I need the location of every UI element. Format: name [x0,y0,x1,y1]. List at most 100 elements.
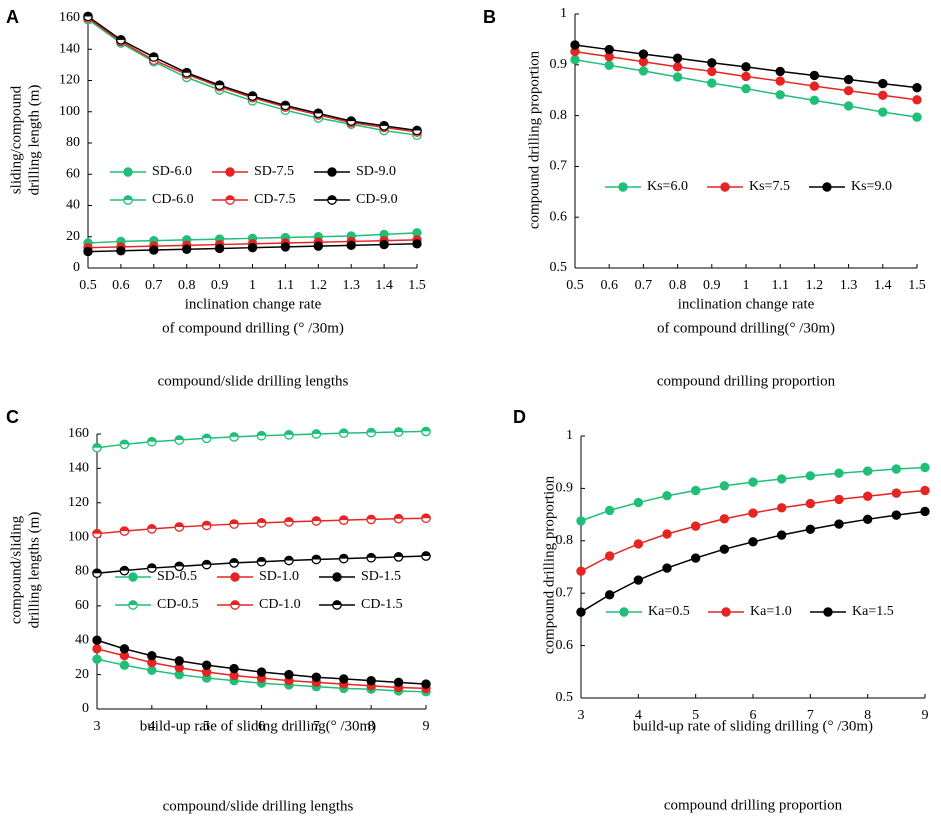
y-axis-title: compound drilling proportion [526,50,542,229]
data-point [604,505,615,516]
x-tick-label: 1 [249,278,256,293]
legend-item: CD-6.0 [110,192,194,207]
y-tick-label: 160 [59,10,80,25]
series-ka-1-0 [576,485,930,576]
x-axis-title: of compound drilling(° /30m) [657,320,835,336]
data-point [776,530,787,540]
y-tick-label: 0 [82,701,89,716]
data-point [229,558,239,568]
data-point [878,78,888,89]
data-point [393,677,404,688]
legend-item: SD-9.0 [314,164,396,179]
x-tick-label: 9 [922,708,929,723]
x-tick-label: 0.7 [145,278,163,293]
y-tick-label: 0.5 [556,690,574,705]
series-line [87,15,418,132]
x-tick-label: 0.5 [566,278,584,293]
data-point [748,537,758,547]
legend-label: Ka=1.5 [852,604,894,619]
data-point [174,656,184,666]
data-point [346,240,356,251]
y-tick-label: 0.9 [556,481,574,496]
data-point [920,506,930,517]
series-cd-6-0 [83,14,422,141]
data-point [311,429,322,439]
data-point [201,433,212,444]
data-point [412,239,422,249]
y-tick-label: 140 [68,461,89,476]
data-point [83,246,93,257]
legend-label: SD-1.5 [361,569,401,584]
x-tick-label: 1.4 [375,278,393,293]
legend: SD-0.5 SD-1.0 SD-1.5 CD-0.5 CD-1.0 CD-1.5 [115,569,403,612]
panel-caption: compound drilling proportion [664,797,843,813]
data-point [284,669,294,680]
legend-label: Ks=7.5 [749,179,790,194]
data-point [338,553,349,564]
data-point [92,635,102,645]
data-point [576,607,586,617]
data-point [229,663,239,674]
x-tick-label: 1.3 [342,278,360,293]
data-point [256,518,267,528]
data-point [690,553,701,563]
data-point [311,516,322,526]
x-axis-title: of compound drilling (° /30m) [162,320,344,336]
data-point [201,559,212,570]
legend-marker [618,182,628,192]
series-sd-1-5 [92,635,431,689]
y-tick-label: 0.8 [556,533,574,548]
legend-marker [128,572,138,582]
data-point [119,526,130,536]
legend-marker [327,167,337,177]
x-axis-title: build-up rate of sliding drilling (° /30… [633,718,873,734]
data-point [92,644,102,654]
legend-item: CD-0.5 [115,597,199,612]
data-point [412,125,422,136]
y-tick-label: 0.6 [556,638,574,653]
data-point [604,551,615,561]
data-point [662,491,672,501]
panel-b: B 0.5 0.6 0.7 0.8 0.9 1 0.5 0.6 0.7 0.8 0.9 1 1.1 1.2 1… [483,6,926,389]
data-point [633,575,644,585]
data-point [805,471,816,481]
legend: Ka=0.5 Ka=1.0 Ka=1.5 [606,604,894,619]
legend-item: Ks=7.5 [707,179,790,194]
panel-letter: C [6,407,19,427]
legend-marker [822,182,832,192]
data-point [366,514,377,525]
y-tick-label: 40 [75,632,89,647]
data-point [719,544,730,554]
y-tick-label: 80 [66,135,80,150]
data-point [313,241,323,251]
data-point [119,644,130,654]
x-tick-label: 7 [807,708,814,723]
data-point [421,679,431,689]
x-tick-label: 0.6 [600,278,618,293]
legend-item: CD-9.0 [314,192,398,207]
data-point [878,107,888,117]
legend-label: CD-7.5 [254,192,296,207]
y-tick-label: 60 [66,166,80,181]
data-point [912,82,922,93]
data-point [174,561,185,572]
data-point [707,58,717,68]
panel-letter: D [513,407,526,427]
legend-label: CD-1.0 [259,597,301,612]
y-tick-label: 160 [68,426,89,441]
y-tick-label: 0.8 [550,108,568,123]
data-point [256,556,267,567]
data-point [214,80,225,91]
legend-item: SD-1.5 [319,569,401,584]
y-tick-label: 0 [73,260,80,275]
series-cd-1-0 [92,513,431,539]
data-point [834,468,844,478]
x-tick-label: 1.1 [277,278,295,293]
x-axis-title: build-up rate of sliding drilling(° /30m… [140,718,376,734]
data-point [834,519,844,529]
data-point [707,78,717,88]
data-point [843,86,854,96]
legend-label: Ka=0.5 [648,604,690,619]
legend: Ks=6.0 Ks=7.5 Ks=9.0 [605,179,892,194]
x-tick-label: 0.9 [703,278,721,293]
